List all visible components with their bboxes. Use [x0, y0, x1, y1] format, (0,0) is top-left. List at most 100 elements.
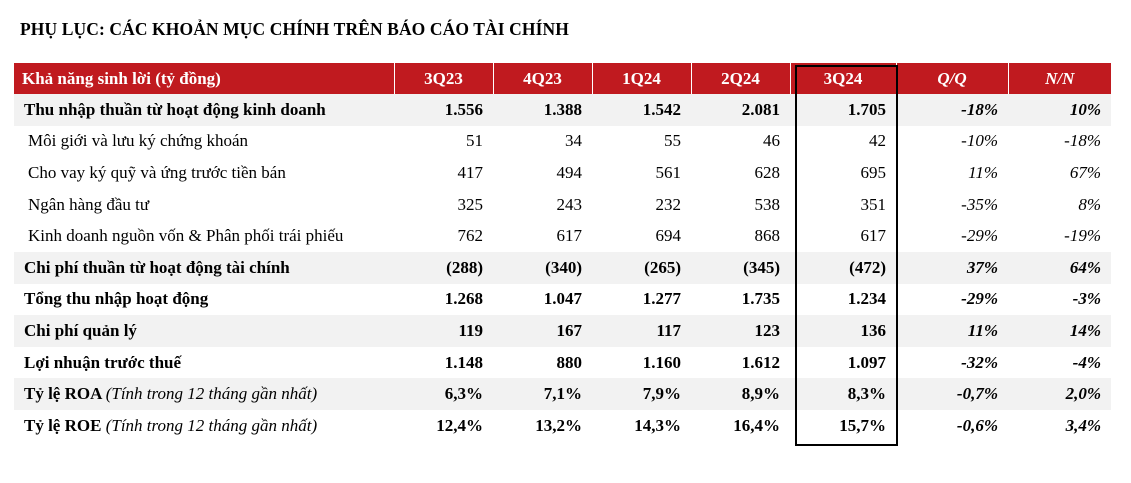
cell-value: 13,2%	[535, 415, 582, 435]
cell-value: 51	[466, 131, 483, 151]
cell-change: -18%	[961, 99, 998, 119]
cell-value: 617	[860, 226, 887, 246]
cell-value: 417	[457, 162, 484, 182]
table-row: Lợi nhuận trước thuế 1.148 880 1.160 1.6…	[14, 347, 1111, 379]
cell-value: 1.556	[444, 99, 483, 119]
cell-value: 617	[556, 226, 583, 246]
cell-value: 7,9%	[642, 384, 681, 404]
cell-value: 494	[556, 162, 583, 182]
cell-value: 8,3%	[847, 384, 886, 404]
table-row: Thu nhập thuần từ hoạt động kinh doanh 1…	[14, 94, 1111, 126]
row-label: Cho vay ký quỹ và ứng trước tiền bán	[28, 162, 286, 182]
cell-value: 1.388	[543, 99, 582, 119]
cell-value: (265)	[644, 257, 681, 277]
cell-value: 167	[556, 320, 583, 340]
cell-value: (340)	[545, 257, 582, 277]
row-label-text: Tỷ lệ ROE	[24, 415, 106, 435]
row-label: Ngân hàng đầu tư	[28, 194, 150, 214]
cell-value: 1.148	[444, 352, 483, 372]
cell-value: 6,3%	[444, 384, 483, 404]
cell-value: 1.047	[543, 289, 582, 309]
cell-value: 1.234	[847, 289, 886, 309]
cell-value: 16,4%	[733, 415, 780, 435]
cell-value: 243	[556, 194, 583, 214]
row-label: Chi phí thuần từ hoạt động tài chính	[24, 257, 290, 277]
table-header-row: Khả năng sinh lời (tỷ đồng) 3Q23 4Q23 1Q…	[14, 63, 1111, 94]
cell-value: 538	[754, 194, 781, 214]
cell-change: 8%	[1078, 194, 1101, 214]
cell-value: 695	[860, 162, 887, 182]
row-label: Thu nhập thuần từ hoạt động kinh doanh	[24, 99, 326, 119]
table-row: Kinh doanh nguồn vốn & Phân phối trái ph…	[14, 220, 1111, 252]
cell-change: 37%	[966, 257, 998, 277]
cell-value: 119	[458, 320, 483, 340]
cell-value: 1.542	[642, 99, 681, 119]
table-row: Chi phí quản lý 119 167 117 123 136 11% …	[14, 315, 1111, 347]
cell-value: 628	[754, 162, 781, 182]
cell-value: 762	[457, 226, 484, 246]
cell-change: -32%	[961, 352, 998, 372]
cell-change: 11%	[968, 162, 998, 182]
cell-value: 1.705	[847, 99, 886, 119]
table-row: Tổng thu nhập hoạt động 1.268 1.047 1.27…	[14, 284, 1111, 316]
header-4q23: 4Q23	[493, 63, 593, 94]
cell-value: 15,7%	[839, 415, 886, 435]
cell-value: 1.268	[444, 289, 483, 309]
row-label: Tổng thu nhập hoạt động	[24, 289, 209, 309]
cell-change: 10%	[1069, 99, 1101, 119]
row-label-note: (Tính trong 12 tháng gần nhất)	[105, 384, 318, 404]
row-label: Môi giới và lưu ký chứng khoán	[28, 131, 249, 151]
cell-value: (472)	[849, 257, 886, 277]
cell-value: 136	[860, 320, 887, 340]
cell-value: 1.612	[741, 352, 780, 372]
cell-change: 2,0%	[1065, 384, 1101, 404]
cell-value: 694	[655, 226, 682, 246]
cell-value: 12,4%	[436, 415, 483, 435]
cell-change: -19%	[1064, 226, 1101, 246]
table-row: Ngân hàng đầu tư 325 243 232 538 351 -35…	[14, 189, 1111, 221]
cell-value: 42	[869, 131, 886, 151]
cell-value: 561	[655, 162, 682, 182]
cell-value: 46	[763, 131, 780, 151]
cell-value: 55	[664, 131, 681, 151]
cell-change: 67%	[1069, 162, 1101, 182]
row-label: Chi phí quản lý	[24, 320, 137, 340]
cell-change: -0,6%	[956, 415, 998, 435]
cell-value: 1.735	[741, 289, 780, 309]
cell-value: 1.160	[642, 352, 681, 372]
cell-change: -29%	[961, 289, 998, 309]
cell-value: 7,1%	[543, 384, 582, 404]
row-label-note: (Tính trong 12 tháng gần nhất)	[105, 415, 318, 435]
row-label: Tỷ lệ ROA (Tính trong 12 tháng gần nhất)	[14, 378, 394, 410]
cell-value: 1.277	[642, 289, 681, 309]
cell-value: 351	[860, 194, 887, 214]
table-row: Tỷ lệ ROA (Tính trong 12 tháng gần nhất)…	[14, 378, 1111, 410]
cell-value: 123	[754, 320, 781, 340]
cell-change: -18%	[1064, 131, 1101, 151]
header-qoq: Q/Q	[896, 63, 1009, 94]
table-row: Cho vay ký quỹ và ứng trước tiền bán 417…	[14, 157, 1111, 189]
header-1q24: 1Q24	[592, 63, 692, 94]
cell-value: 880	[556, 352, 583, 372]
cell-value: 232	[655, 194, 682, 214]
cell-value: (345)	[743, 257, 780, 277]
cell-change: -0,7%	[956, 384, 998, 404]
cell-value: 14,3%	[634, 415, 681, 435]
cell-value: 117	[656, 320, 681, 340]
cell-value: 2.081	[741, 99, 780, 119]
cell-value: 1.097	[847, 352, 886, 372]
page-title: PHỤ LỤC: CÁC KHOẢN MỤC CHÍNH TRÊN BÁO CÁ…	[20, 19, 569, 39]
cell-change: 3,4%	[1065, 415, 1101, 435]
cell-change: -3%	[1072, 289, 1101, 309]
cell-value: 8,9%	[741, 384, 780, 404]
row-label: Lợi nhuận trước thuế	[24, 352, 182, 372]
header-3q23: 3Q23	[394, 63, 494, 94]
table-row: Chi phí thuần từ hoạt động tài chính (28…	[14, 251, 1111, 284]
header-label: Khả năng sinh lời (tỷ đồng)	[14, 63, 395, 94]
header-3q24: 3Q24	[790, 63, 897, 94]
row-label-text: Tỷ lệ ROA	[24, 384, 106, 404]
row-label: Tỷ lệ ROE (Tính trong 12 tháng gần nhất)	[14, 410, 394, 442]
financial-table: Khả năng sinh lời (tỷ đồng) 3Q23 4Q23 1Q…	[14, 63, 1111, 442]
cell-change: 64%	[1069, 257, 1101, 277]
cell-change: 11%	[967, 320, 998, 340]
